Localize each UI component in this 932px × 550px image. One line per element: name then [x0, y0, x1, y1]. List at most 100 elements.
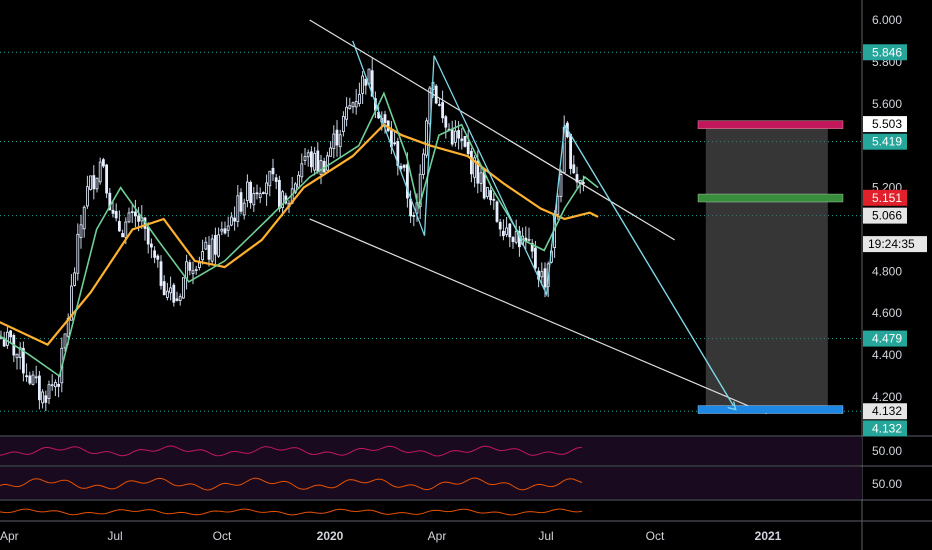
candle-body [364, 78, 368, 86]
candle-body [485, 186, 489, 197]
candle-body [57, 383, 60, 387]
candle-body [527, 238, 531, 241]
candle-body [38, 375, 41, 401]
candle-body [540, 271, 544, 278]
candle-body [534, 247, 537, 269]
candle-body [319, 160, 323, 176]
candle-body [559, 174, 563, 197]
candle-body [495, 201, 499, 222]
candle-body [492, 198, 496, 201]
candle-body [41, 391, 44, 404]
candle-body [450, 128, 454, 145]
candle-body [479, 172, 483, 184]
candle-body [489, 190, 493, 201]
rsi-pane-bg [0, 437, 862, 465]
candle-body [159, 261, 163, 286]
candle-body [108, 192, 112, 211]
candle-body [514, 230, 518, 243]
candle-body [501, 230, 505, 237]
candle-body [329, 147, 333, 157]
candle-body [213, 235, 217, 255]
moving-averages [0, 91, 599, 378]
candle-body [281, 191, 285, 209]
candle-body [149, 243, 153, 248]
zigzag-line [352, 40, 566, 297]
candle-body [207, 244, 211, 260]
candle-body [201, 251, 205, 261]
candle-body [124, 221, 128, 238]
candle-body [156, 255, 160, 260]
candle-body [172, 284, 176, 303]
candle-body [357, 94, 361, 104]
price-tick-label: 6.000 [872, 13, 902, 27]
candle-body [325, 155, 329, 171]
candle-body [118, 221, 121, 232]
price-tick-label: 4.200 [872, 390, 902, 404]
candle-body [130, 211, 134, 213]
candle-body [153, 250, 157, 258]
candle-body [217, 234, 221, 257]
time-tick-label: Apr [0, 529, 19, 543]
candle-body [303, 156, 307, 161]
candle-body [297, 174, 301, 188]
entry-bar [697, 193, 844, 203]
candle-body [569, 133, 572, 169]
candle-body [169, 287, 173, 294]
candle-body [165, 290, 169, 298]
candle-body [402, 164, 406, 168]
candle-body [245, 181, 249, 201]
candle-body [226, 225, 230, 231]
candle-body [543, 268, 547, 288]
time-tick-label: 2021 [755, 529, 782, 543]
candle-body [405, 164, 409, 199]
candle-body [185, 261, 189, 279]
price-badge-text: 4.132 [872, 421, 902, 435]
candle-body [204, 241, 208, 250]
candle-body [114, 211, 118, 219]
candle-body [15, 353, 19, 359]
position-box [705, 124, 828, 410]
price-badge [863, 116, 907, 133]
price-badge [863, 420, 907, 437]
candle-body [418, 173, 422, 207]
candle-body [453, 130, 457, 143]
candle-body [229, 216, 233, 226]
price-badge-text: 5.151 [872, 191, 902, 205]
candle-body [425, 120, 429, 156]
candle-body [191, 270, 195, 274]
candle-body [309, 151, 313, 168]
indicator-panes [0, 437, 862, 516]
candle-body [63, 333, 67, 349]
price-badge-text: 5.503 [872, 117, 902, 131]
price-axis[interactable]: 6.0005.8005.6004.8004.6004.4004.2005.200… [863, 13, 927, 491]
price-badge-text: 5.419 [872, 135, 902, 149]
candle-body [530, 242, 534, 252]
candle-body [498, 221, 502, 230]
candle-body [9, 330, 13, 338]
candle-body [242, 202, 246, 216]
time-tick-label: Jul [538, 529, 553, 543]
candle-body [76, 233, 80, 274]
candle-body [434, 85, 438, 104]
candle-body [137, 215, 141, 222]
candle-body [194, 269, 198, 271]
candle-body [457, 130, 461, 139]
time-tick-label: Apr [428, 529, 447, 543]
candle-body [102, 159, 105, 167]
candle-body [210, 238, 214, 262]
candle-body [274, 177, 278, 182]
time-tick-label: Oct [213, 529, 232, 543]
time-axis[interactable]: Apr Jul Oct 2020 Apr Jul Oct 2021 [0, 529, 782, 543]
ma-fast-line [0, 91, 599, 378]
candle-body [441, 102, 445, 119]
candle-body [95, 177, 99, 190]
candle-body [421, 153, 425, 175]
projection-arrow-head [727, 401, 737, 411]
candle-body [25, 375, 29, 378]
candle-body [249, 181, 253, 204]
price-badge [863, 236, 927, 253]
candle-body [383, 114, 387, 123]
stoch-pane-bg [0, 467, 862, 499]
candle-body [277, 179, 281, 209]
